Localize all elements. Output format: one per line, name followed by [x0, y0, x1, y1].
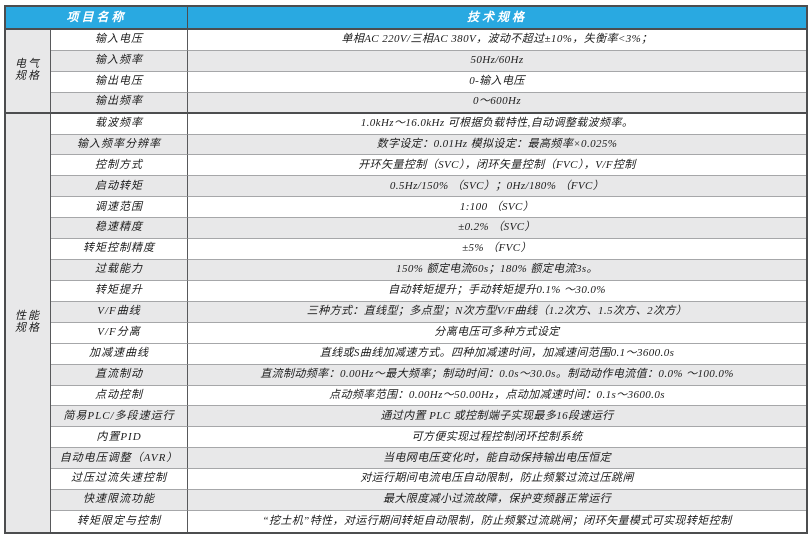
spec-row-value: ±5% （FVC） [188, 239, 806, 261]
spec-row-item: 启动转矩 [51, 176, 188, 198]
spec-row-value: 开环矢量控制（SVC），闭环矢量控制（FVC），V/F控制 [188, 155, 806, 177]
spec-row-value: 当电网电压变化时，能自动保持输出电压恒定 [188, 448, 806, 470]
spec-row-item: 调速范围 [51, 197, 188, 219]
spec-row-item: 转矩提升 [51, 280, 188, 302]
spec-row-value: 1:100 （SVC） [188, 197, 806, 219]
spec-row-item: 输入频率 [51, 50, 188, 72]
spec-row-item: 转矩限定与控制 [51, 511, 188, 532]
spec-table: 项目名称 技术规格 电气 规格 性能 规格 输入电压 单相AC 220V/三相AC… [4, 5, 808, 534]
spec-row-item: 点动控制 [51, 385, 188, 407]
spec-row-value: “挖土机”特性，对运行期间转矩自动限制，防止频繁过流跳闸；闭环矢量模式可实现转矩… [262, 514, 732, 527]
spec-row-item: 过压过流失速控制 [51, 469, 188, 491]
spec-row-value: 直流制动频率：0.00Hz～最大频率；制动时间：0.0s～30.0s。制动动作电… [188, 364, 806, 386]
spec-row-value: 数字设定：0.01Hz 模拟设定：最高频率×0.025% [188, 134, 806, 156]
spec-row-value: 0-输入电压 [188, 72, 806, 93]
spec-row-item: 简易PLC/多段速运行 [51, 406, 188, 428]
spec-row-item: 快速限流功能 [51, 490, 188, 512]
spec-row-item: 稳速精度 [51, 218, 188, 240]
spec-row-item: 转矩控制精度 [51, 239, 188, 261]
spec-row-value: 自动转矩提升；手动转矩提升0.1% ～30.0% [188, 281, 806, 302]
spec-row-item: 输入频率分辨率 [51, 134, 188, 156]
spec-row-item: V/F曲线 [51, 301, 188, 323]
spec-row-item: 载波频率 [51, 113, 188, 135]
header-item-name: 项目名称 [6, 7, 188, 30]
spec-row-value: ±0.2% （SVC） [188, 218, 806, 240]
spec-row-item: 直流制动 [51, 364, 188, 386]
spec-row-item: V/F分离 [51, 322, 188, 344]
spec-row-value: 点动频率范围：0.00Hz～50.00Hz，点动加减速时间：0.1s～3600.… [188, 386, 806, 407]
spec-row-value: 通过内置 PLC 或控制端子实现最多16段速运行 [188, 406, 806, 428]
spec-row-item: 输出频率 [51, 92, 188, 114]
header-tech-spec: 技术规格 [188, 7, 806, 30]
spec-row-value: 0.5Hz/150% （SVC）；0Hz/180% （FVC） [188, 176, 806, 198]
spec-row-value: 50Hz/60Hz [188, 50, 806, 72]
spec-row-value: 最大限度减小过流故障，保护变频器正常运行 [188, 490, 806, 512]
group-label-performance: 性能 规格 [6, 113, 51, 532]
spec-row-value: 对运行期间电流电压自动限制，防止频繁过流过压跳闸 [188, 469, 806, 491]
spec-row-item: 输入电压 [51, 30, 188, 51]
spec-row-value: 分离电压可多种方式设定 [188, 323, 806, 344]
spec-row-value: 0～600Hz [188, 92, 806, 114]
spec-row-value: 直线或S曲线加减速方式。四种加减速时间，加减速间范围0.1～3600.0s [188, 344, 806, 365]
group-label-electrical: 电气 规格 [6, 30, 51, 114]
spec-row-item: 自动电压调整（AVR） [51, 448, 188, 470]
spec-row-item: 内置PID [51, 427, 188, 449]
spec-row-value: 三种方式：直线型；多点型；N次方型V/F曲线（1.2次方、1.5次方、2次方） [188, 301, 806, 323]
spec-row-item: 过载能力 [51, 260, 188, 281]
spec-row-item: 加减速曲线 [51, 343, 188, 365]
spec-row-item: 输出电压 [51, 71, 188, 93]
spec-row-value: 150% 额定电流60s；180% 额定电流3s。 [188, 260, 806, 281]
spec-row-value: 可方便实现过程控制闭环控制系统 [188, 427, 806, 449]
spec-row-item: 控制方式 [51, 155, 188, 177]
spec-row-value: 单相AC 220V/三相AC 380V，波动不超过±10%，失衡率<3%； [188, 30, 806, 51]
spec-row-value: 1.0kHz～16.0kHz 可根据负载特性,自动调整载波频率。 [188, 114, 806, 135]
